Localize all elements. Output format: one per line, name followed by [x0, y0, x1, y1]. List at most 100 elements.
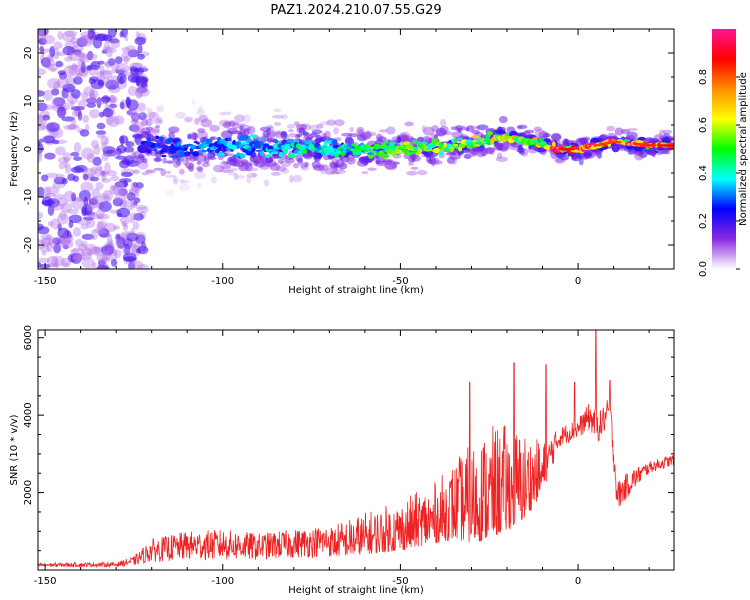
spectrogram-blob: [123, 256, 137, 262]
spectrogram-blob: [47, 63, 59, 72]
spectrogram-blob: [47, 220, 54, 227]
spectrogram-blob: [135, 232, 146, 238]
spectrogram-blob: [271, 171, 281, 176]
spectrogram-blob: [101, 69, 115, 75]
spectrogram-blob: [109, 97, 118, 104]
spectrogram-blob: [81, 247, 93, 257]
spectrogram-blob: [138, 112, 147, 121]
spectrogram-blob: [89, 88, 95, 100]
spectrogram-blob: [103, 241, 115, 253]
spectrogram-blob: [638, 149, 648, 158]
spectrogram-blob: [57, 31, 64, 40]
spectrogram-blob: [396, 134, 401, 143]
spectrogram-blob: [406, 170, 418, 176]
spectrogram-blob: [315, 134, 323, 144]
spectrogram-blob: [301, 149, 308, 154]
spectrogram-blob: [96, 253, 110, 263]
spectrogram-blob: [391, 136, 400, 142]
spectrogram-blob: [85, 53, 98, 60]
spectrogram-blob: [228, 156, 237, 163]
spectrogram-blob: [128, 261, 136, 269]
spectrogram-blob: [95, 166, 102, 178]
spectrogram-blob: [48, 236, 57, 248]
spectrogram-blob: [115, 233, 121, 240]
spectrogram-blob: [40, 237, 54, 246]
spectrogram-blob: [197, 128, 206, 134]
spectrogram-blob: [606, 125, 616, 132]
spectrogram-blob: [121, 158, 131, 165]
spectrogram-blob: [102, 149, 117, 157]
spectrogram-blob: [420, 141, 428, 145]
spectrogram-blob: [42, 114, 51, 121]
spectrogram-blob: [471, 129, 480, 135]
spectrogram-blob: [450, 126, 459, 131]
spectrogram-blob: [41, 34, 56, 45]
spectrogram-blob: [81, 207, 87, 215]
spectrogram-blob: [79, 129, 90, 137]
spectrogram-blob: [388, 141, 396, 146]
spectrogram-blob: [53, 81, 60, 91]
spectrogram-blob: [422, 125, 426, 132]
spectrogram-blob: [517, 124, 528, 129]
spectrogram-blob: [115, 237, 124, 247]
spectrogram-blob: [320, 121, 330, 125]
spectrogram-blob: [70, 192, 76, 198]
spectrogram-blob: [322, 154, 331, 161]
spectrogram-blob: [130, 217, 136, 224]
spectrogram-blob: [404, 121, 414, 127]
spectrogram-blob: [162, 157, 167, 164]
spectrogram-blob: [243, 128, 251, 132]
y-tick-label: 10: [23, 95, 34, 108]
spectrogram-blob: [219, 169, 231, 173]
spectrogram-blob: [123, 55, 129, 65]
spectrogram-blob: [412, 139, 418, 145]
spectrogram-blob: [153, 148, 158, 152]
spectrogram-blob: [106, 247, 117, 257]
spectrogram-blob: [239, 125, 244, 131]
spectrogram-blob: [197, 167, 204, 173]
spectrogram-blob: [476, 124, 489, 131]
spectrogram-blob: [125, 45, 136, 52]
spectrogram-blob: [60, 202, 72, 213]
spectrogram-blob: [82, 173, 89, 181]
spectrogram-blob: [217, 146, 221, 152]
spectrogram-blob: [130, 200, 135, 208]
spectrogram-blob: [70, 252, 82, 264]
spectrogram-blob: [367, 167, 377, 171]
spectrogram-blob: [114, 192, 127, 202]
spectrogram-blob: [251, 147, 256, 153]
spectrogram-blob: [360, 131, 372, 140]
spectrogram-blob: [92, 37, 103, 49]
colorbar-tick-label: 0.4: [698, 165, 709, 181]
spectrogram-blob: [38, 211, 44, 220]
spectrogram-blob: [356, 126, 365, 136]
spectrogram-blob: [233, 172, 239, 181]
spectrogram-blob: [453, 143, 459, 147]
spectrogram-blob: [132, 128, 143, 133]
spectrogram-blob: [222, 169, 235, 173]
spectrogram-blob: [508, 143, 519, 151]
spectrogram-blob: [38, 142, 44, 154]
spectrogram-blob: [101, 49, 108, 54]
spectrogram-blob: [123, 223, 128, 228]
colorbar-tick-label: 0.6: [698, 117, 709, 133]
spectrogram-blob: [359, 133, 366, 139]
spectrogram-blob: [582, 136, 591, 141]
spectrogram-blob: [581, 151, 593, 159]
spectrogram-blob: [135, 31, 141, 39]
spectrogram-blob: [383, 140, 388, 145]
spectrogram-blob: [46, 122, 60, 132]
spectrogram-blob: [128, 107, 133, 118]
spectrogram-blob: [104, 162, 111, 175]
spectrogram-blob: [266, 138, 278, 143]
spectrogram-blob: [563, 138, 569, 147]
spectrogram-blob: [123, 146, 135, 153]
spectrogram-blob: [326, 150, 330, 156]
x-tick-label: -50: [392, 576, 408, 587]
spectrogram-blob: [155, 135, 160, 139]
spectrogram-blob: [551, 133, 562, 142]
spectrogram-blob: [311, 160, 321, 169]
spectrogram-blob: [272, 114, 284, 119]
spectrogram-blob: [188, 162, 195, 172]
